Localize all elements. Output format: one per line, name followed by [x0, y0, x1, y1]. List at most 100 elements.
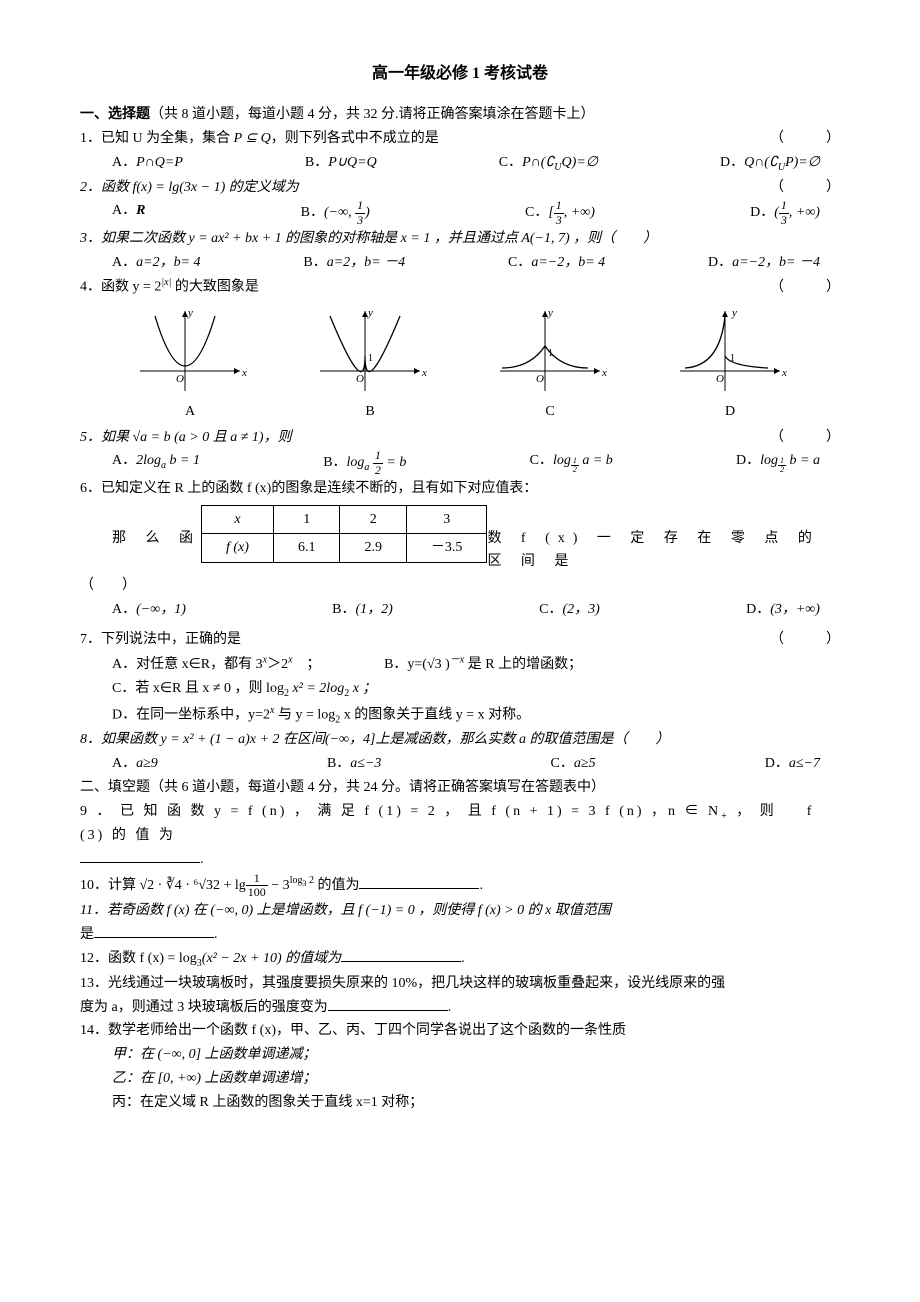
q1-d-pre: Q∩(∁ — [744, 155, 778, 170]
q3-options: A．a=2，b= 4 B．a=2，b= －4 C．a=−2，b= 4 D．a=−… — [80, 251, 840, 275]
q1-stem-b: ，则下列各式中不成立的是 — [271, 131, 439, 146]
q4-graph-d: x y O 1 D — [670, 306, 790, 424]
q4-label-a: A — [130, 400, 250, 424]
q6-x3: 3 — [406, 505, 487, 534]
q2-opt-d: D．(13, +∞) — [750, 199, 820, 226]
q2-opt-a: A．R — [112, 199, 145, 226]
q2-c-fn: 1 — [554, 199, 564, 213]
svg-text:x: x — [421, 367, 427, 379]
svg-text:y: y — [367, 307, 373, 319]
svg-text:O: O — [536, 373, 544, 385]
q4-label-c: C — [490, 400, 610, 424]
q7-d-post: x 的图象关于直线 y = x 对称。 — [340, 707, 530, 722]
q8-opt-d: D．a≤−7 — [765, 752, 820, 776]
q10-fd: 100 — [246, 886, 268, 899]
q1: 1．已知 U 为全集，集合 P ⊆ Q，则下列各式中不成立的是 （ ） — [80, 127, 840, 151]
q5-a-pre: 2log — [136, 453, 161, 468]
graph-d-svg: x y O 1 — [670, 306, 790, 396]
q7-opt-b: B．y=(√3 )－x 是 R 上的增函数； — [384, 657, 582, 672]
section1-heading: 一、选择题 — [80, 107, 150, 122]
q5-opt-a: A．2loga b = 1 — [112, 449, 200, 476]
q14-a: 甲：在 (−∞, 0] 上函数单调递减； — [80, 1043, 840, 1067]
q6-options: A．(−∞，1) B．(1，2) C．(2，3) D．(3，+∞) — [80, 598, 840, 622]
q10-ep2: 2 — [306, 875, 314, 886]
q10-pre: 10．计算 √2 · ∛4 · ⁶√32 + lg — [80, 878, 246, 893]
q2-options: A．R B．(−∞, 13) C．[13, +∞) D．(13, +∞) — [80, 199, 840, 226]
q14-stem: 14．数学老师给出一个函数 f (x)，甲、乙、丙、丁四个同学各说出了这个函数的… — [80, 1019, 840, 1043]
q2-d-fn: 1 — [779, 199, 789, 213]
q11-line1: 11．若奇函数 f (x) 在 (−∞, 0) 上是增函数，且 f (−1) =… — [80, 899, 840, 923]
q7-c-post: x ； — [349, 681, 376, 696]
q6-x1: 1 — [273, 505, 340, 534]
q6-tail: 数 f (x) 一 定 存 在 零 点 的 区 间 是 — [487, 501, 840, 575]
q12-mid: (x² − 2x + 10) 的值域为 — [202, 951, 341, 966]
q2-stem: 2．函数 f(x) = lg(3x − 1) 的定义域为 — [80, 176, 299, 200]
q5-c-pre: log — [553, 453, 571, 468]
q2-opt-c: C．[13, +∞) — [525, 199, 595, 226]
q4-stem-pre: 4．函数 y = 2 — [80, 280, 161, 295]
q6-paren-line: （ ） — [80, 574, 840, 598]
q1-paren: （ ） — [770, 127, 840, 151]
q6-fhead: f (x) — [202, 534, 274, 563]
section1-header: 一、选择题（共 8 道小题，每道小题 4 分，共 32 分.请将正确答案填涂在答… — [80, 103, 840, 127]
q4-stem: 4．函数 y = 2|x| 的大致图象是 — [80, 274, 259, 299]
q7-d-mid: 与 y = log — [274, 707, 335, 722]
q3-b: a=2，b= －4 — [327, 255, 405, 270]
q9-blank — [80, 862, 200, 863]
q4-graph-b: x y O 1 B — [310, 306, 430, 424]
q7: 7．下列说法中，正确的是 （ ） — [80, 628, 840, 652]
q6-table: x 1 2 3 f (x) 6.1 2.9 －3.5 — [201, 505, 487, 564]
q1-c-post: Q)=∅ — [562, 155, 598, 170]
q10-post: 的值为 — [314, 878, 360, 893]
q1-d-post: P)=∅ — [785, 155, 820, 170]
svg-text:x: x — [781, 367, 787, 379]
q4-label-d: D — [670, 400, 790, 424]
q7-b-pre: B．y=(√3 ) — [384, 657, 450, 672]
q3-opt-b: B．a=2，b= －4 — [303, 251, 405, 275]
graph-b-svg: x y O 1 — [310, 306, 430, 396]
q5-opt-d: D．log12 b = a — [736, 449, 820, 476]
q1-options: A．P∩Q=P B．P∪Q=Q C．P∩(∁UQ)=∅ D．Q∩(∁UP)=∅ — [80, 151, 840, 176]
q1-opt-a: A．P∩Q=P — [112, 151, 183, 176]
q6-opt-a: A．(−∞，1) — [112, 598, 186, 622]
q1-stem: 1．已知 U 为全集，集合 P ⊆ Q，则下列各式中不成立的是 — [80, 127, 439, 151]
svg-text:y: y — [547, 307, 553, 319]
q12: 12．函数 f (x) = log3(x² − 2x + 10) 的值域为. — [80, 947, 840, 972]
q9-a: 9 ． 已 知 函 数 y = f (n) ， 满 足 f (1) = 2 ， … — [80, 804, 721, 819]
q4-graph-c: x y O 1 C — [490, 306, 610, 424]
q8-stem: 8．如果函数 y = x² + (1 − a)x + 2 在区间(−∞，4]上是… — [80, 728, 840, 752]
q1-b-math: P∪Q=Q — [328, 155, 376, 170]
svg-text:O: O — [356, 373, 364, 385]
q7-b-post: 是 R 上的增函数； — [464, 657, 582, 672]
q8-opt-a: A．a≥9 — [112, 752, 158, 776]
table-row: x 1 2 3 — [202, 505, 487, 534]
q10-mid: − 3 — [268, 878, 290, 893]
q5-b-post: = b — [383, 455, 406, 470]
q6-d: (3，+∞) — [770, 602, 820, 617]
section2-heading: 二、填空题（共 6 道小题，每道小题 4 分，共 24 分。请将正确答案填写在答… — [80, 776, 840, 800]
graph-c-svg: x y O 1 — [490, 306, 610, 396]
q1-stem-a: 1．已知 U 为全集，集合 — [80, 131, 234, 146]
q6-f1: 6.1 — [273, 534, 340, 563]
q12-blank — [341, 961, 461, 962]
q4-graphs: x y O A x y O 1 B x y O 1 — [80, 300, 840, 426]
q11-blank — [94, 937, 214, 938]
q1-math: P ⊆ Q — [234, 131, 271, 146]
q5-a-post: b = 1 — [166, 453, 200, 468]
q4-stem-post: 的大致图象是 — [171, 280, 259, 295]
q6-a: (−∞，1) — [136, 602, 186, 617]
q9-tail: . — [200, 852, 204, 867]
q4-graph-a: x y O A — [130, 306, 250, 424]
q11-line2: 是. — [80, 923, 840, 947]
svg-text:O: O — [176, 373, 184, 385]
q6-lead: 那 么 函 — [80, 501, 201, 551]
q1-a-math: P∩Q=P — [136, 155, 183, 170]
page-title: 高一年级必修 1 考核试卷 — [80, 60, 840, 87]
q5-d-post: b = a — [786, 453, 820, 468]
q5-opt-c: C．log12 a = b — [530, 449, 613, 476]
q3-d: a=−2，b= －4 — [732, 255, 820, 270]
q2: 2．函数 f(x) = lg(3x − 1) 的定义域为 （ ） — [80, 176, 840, 200]
q2-a: R — [136, 203, 145, 218]
q11-l2a: 是 — [80, 927, 94, 942]
q1-c-pre: P∩(∁ — [522, 155, 554, 170]
